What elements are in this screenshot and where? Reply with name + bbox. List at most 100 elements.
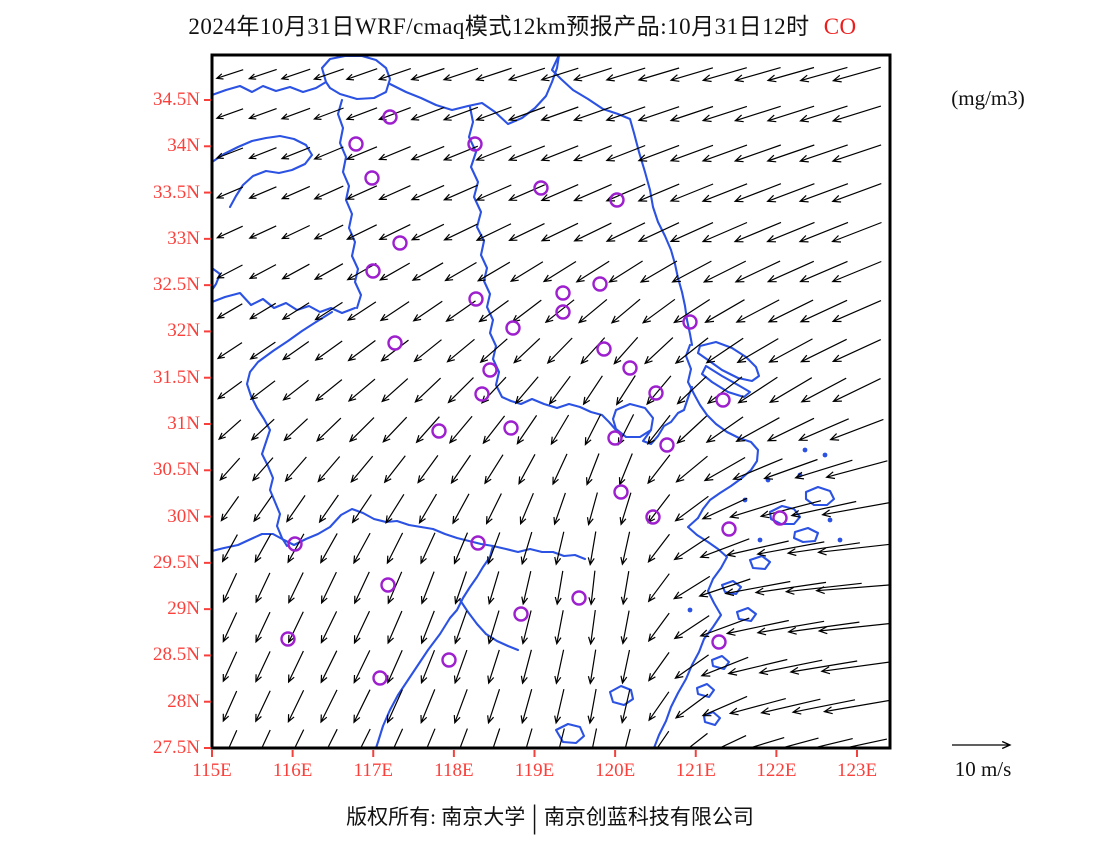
wind-arrow (648, 652, 670, 682)
wind-arrow (703, 456, 746, 482)
wind-arrow (615, 375, 636, 406)
station-marker (505, 320, 521, 336)
wind-arrow (247, 68, 277, 80)
boundary-path (336, 98, 363, 310)
station-markers (280, 109, 788, 686)
station-marker (533, 180, 549, 196)
wind-arrow (702, 260, 747, 283)
wind-arrow (215, 186, 244, 199)
wind-arrow (288, 572, 304, 604)
wind-arrow (674, 693, 709, 719)
boundary-path (213, 80, 328, 96)
wind-arrow (766, 144, 815, 163)
wind-arrow (704, 299, 745, 324)
wind-arrow (575, 260, 610, 283)
lat-tick-label: 32N (167, 320, 200, 342)
wind-arrow (648, 691, 670, 722)
wind-arrow (250, 418, 275, 441)
wind-arrow (587, 649, 597, 685)
wind-arrow (347, 340, 376, 362)
wind-arrow (540, 222, 579, 242)
wind-arrow (525, 728, 533, 747)
lat-tick-label: 33N (167, 227, 200, 249)
lat-tick-label: 28.5N (153, 644, 200, 666)
wind-arrow (247, 108, 277, 120)
wind-arrow (701, 497, 748, 520)
wind-arrow (287, 533, 305, 564)
wind-arrow (817, 623, 889, 635)
wind-arrow (417, 455, 439, 484)
wind-arrow (676, 415, 708, 445)
wind-arrow (216, 342, 243, 360)
wind-arrow (222, 651, 238, 683)
station-marker (467, 136, 483, 152)
wind-arrow (411, 262, 444, 281)
wind-arrow (791, 699, 856, 715)
island-outline (792, 526, 820, 544)
wind-arrow (766, 417, 815, 442)
wind-arrow (673, 535, 710, 561)
wind-arrow (734, 260, 781, 283)
wind-arrow (248, 186, 277, 199)
wind-arrow (354, 571, 370, 605)
wind-arrow (222, 612, 238, 643)
station-marker (474, 386, 490, 402)
wind-arrow (701, 105, 748, 123)
boundary-path (554, 722, 586, 745)
wind-arrow (701, 144, 748, 163)
wind-arrow (426, 728, 436, 747)
wind-arrow (766, 221, 815, 243)
wind-arrow (228, 730, 238, 747)
station-marker (571, 590, 587, 606)
wind-arrow (459, 728, 468, 747)
wind-arrow (221, 534, 238, 563)
wind-arrow (733, 221, 782, 243)
wind-arrow (799, 299, 848, 323)
boundary-path (458, 598, 520, 652)
wind-arrow (832, 378, 881, 403)
wind-arrow (353, 689, 371, 724)
wind-arrow (763, 458, 818, 480)
wind-arrow (313, 146, 344, 160)
wind-arrow (520, 649, 532, 685)
wind-arrow (313, 107, 344, 120)
wind-arrow (378, 185, 411, 200)
wind-arrow (215, 108, 244, 120)
lon-tick-label: 115E (192, 760, 232, 781)
lon-tick-label: 116E (272, 760, 313, 781)
station-marker (372, 670, 388, 686)
island-dot (837, 537, 843, 543)
wind-arrow (799, 338, 847, 363)
wind-arrow (674, 654, 709, 679)
wind-arrow (444, 261, 477, 282)
wind-arrow (320, 533, 338, 564)
wind-arrow (815, 584, 889, 595)
station-marker (555, 285, 571, 301)
wind-arrow (314, 340, 343, 361)
wind-arrow (420, 689, 436, 724)
wind-arrow (735, 417, 780, 443)
wind-arrow (542, 260, 577, 283)
wind-arrow (413, 339, 442, 363)
wind-arrow (587, 688, 597, 725)
wind-arrow (701, 183, 748, 203)
wind-arrow (580, 337, 606, 365)
wind-arrow (727, 658, 788, 676)
wind-arrow (219, 457, 241, 481)
boundary-path (608, 684, 635, 707)
wind-arrow (478, 300, 509, 323)
island-dot (822, 452, 828, 458)
wind-arrow (353, 532, 371, 565)
island-dot (757, 537, 763, 543)
boundary-path (388, 56, 560, 126)
wind-arrow (346, 262, 377, 281)
station-marker (596, 341, 612, 357)
wind-arrow (508, 223, 545, 242)
wind-arrow (647, 612, 670, 643)
wind-arrow (518, 454, 536, 485)
wind-arrow (381, 378, 409, 403)
wind-arrow (248, 264, 277, 280)
boundary-path (213, 507, 587, 561)
wind-arrow (735, 299, 780, 323)
wind-arrow (453, 532, 469, 565)
